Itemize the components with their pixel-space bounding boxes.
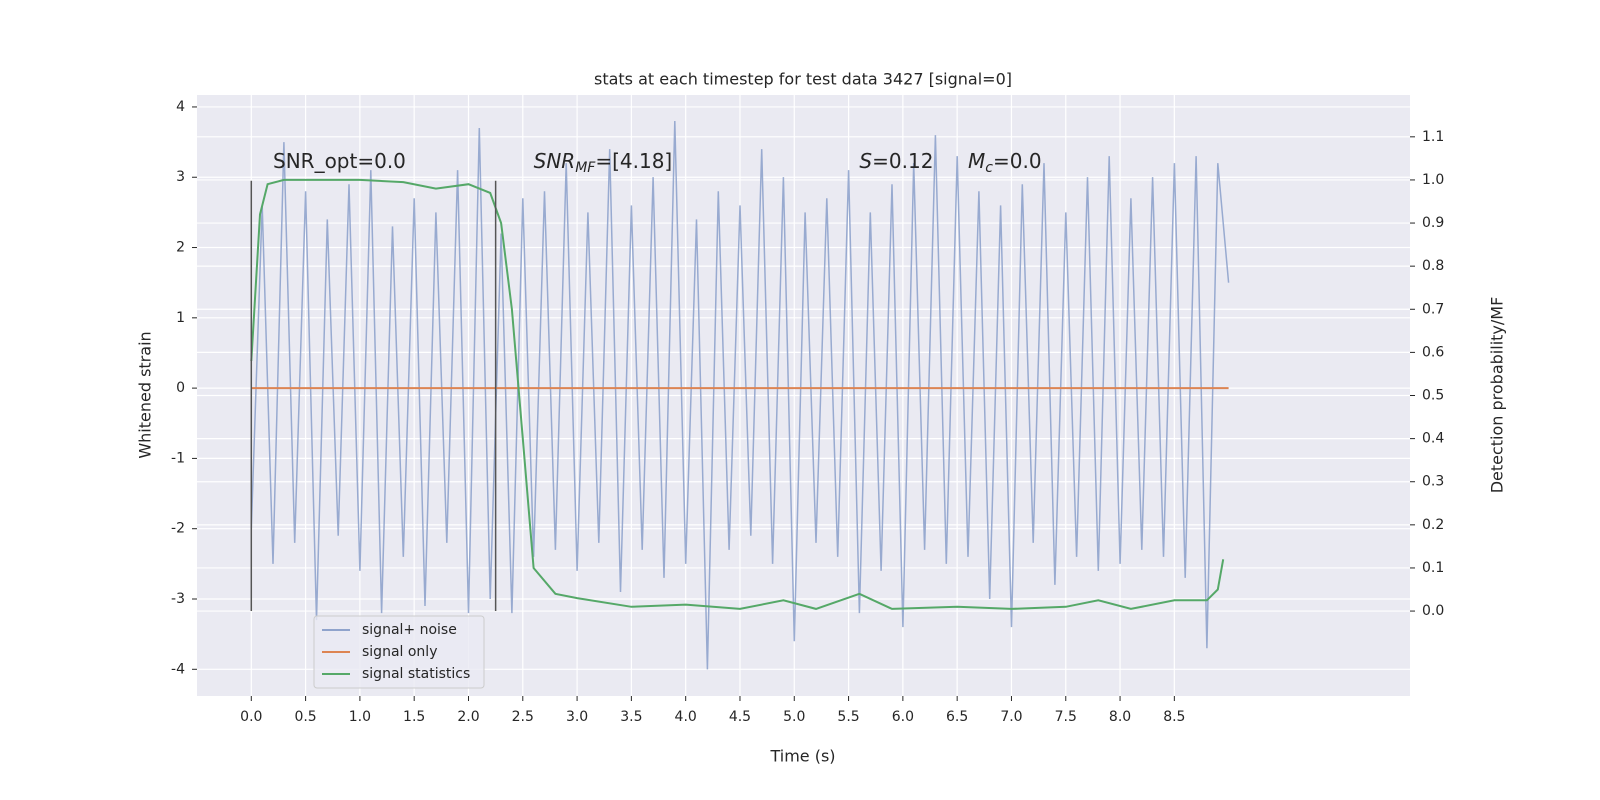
x-tick-label: 4.0 — [675, 709, 697, 725]
y2-tick-label: 0.7 — [1422, 301, 1444, 317]
y-tick-label: 4 — [176, 99, 185, 115]
y-tick-label: 3 — [176, 169, 185, 185]
x-tick-label: 1.0 — [349, 709, 371, 725]
x-tick-label: 6.5 — [946, 709, 968, 725]
annotation-sub: MF — [575, 160, 596, 176]
annotation: SNRMF=[4.18] — [534, 149, 673, 177]
y2-tick-label: 0.8 — [1422, 258, 1444, 274]
x-tick-label: 3.0 — [566, 709, 588, 725]
y2-tick-label: 0.1 — [1422, 560, 1444, 576]
y2-tick-label: 0.2 — [1422, 517, 1444, 533]
x-tick-label: 2.5 — [512, 709, 534, 725]
y2-tick-label: 0.3 — [1422, 474, 1444, 490]
y2-tick-label: 0.0 — [1422, 603, 1444, 619]
x-tick-label: 3.5 — [620, 709, 642, 725]
y-tick-label: 2 — [176, 240, 185, 256]
x-tick-label: 1.5 — [403, 709, 425, 725]
annotation-rest: =[4.18] — [595, 149, 672, 173]
x-tick-label: 0.0 — [240, 709, 262, 725]
x-tick-label: 0.5 — [294, 709, 316, 725]
x-tick-label: 8.5 — [1163, 709, 1185, 725]
annotation-main: SNR_opt=0.0 — [273, 149, 406, 173]
series-line — [250, 120, 1230, 670]
y2-tick-label: 0.9 — [1422, 215, 1444, 231]
annotation: S=0.12 — [859, 149, 933, 173]
y2-tick-label: 0.5 — [1422, 388, 1444, 404]
x-tick-label: 5.5 — [837, 709, 859, 725]
x-tick-label: 4.5 — [729, 709, 751, 725]
y2-tick-label: 0.6 — [1422, 344, 1444, 360]
y2-axis-label: Detection probability/MF — [1488, 297, 1507, 494]
x-tick-label: 5.0 — [783, 709, 805, 725]
x-tick-label: 7.5 — [1055, 709, 1077, 725]
legend-label: signal only — [362, 644, 437, 660]
legend-label: signal+ noise — [362, 622, 457, 638]
y-tick-label: -3 — [171, 591, 185, 607]
x-tick-label: 2.0 — [457, 709, 479, 725]
annotation-main: S — [859, 149, 872, 173]
y2-tick-label: 1.1 — [1422, 129, 1444, 145]
y-tick-label: -2 — [171, 521, 185, 537]
y-axis-label: Whitened strain — [136, 331, 155, 458]
annotation: Mc=0.0 — [968, 149, 1042, 177]
x-tick-label: 7.0 — [1000, 709, 1022, 725]
y-tick-label: -4 — [171, 661, 185, 677]
annotation-rest: =0.0 — [993, 149, 1042, 173]
legend-box — [313, 615, 485, 689]
annotation-main: SNR — [534, 149, 576, 173]
x-tick-label: 6.0 — [892, 709, 914, 725]
chart-title: stats at each timestep for test data 342… — [594, 70, 1012, 89]
annotation-sub: c — [985, 160, 993, 176]
y-tick-label: 1 — [176, 310, 185, 326]
legend-label: signal statistics — [362, 666, 470, 682]
annotation-rest: =0.12 — [872, 149, 933, 173]
series-line — [250, 178, 1225, 610]
x-tick-label: 8.0 — [1109, 709, 1131, 725]
y-tick-label: -1 — [171, 450, 185, 466]
annotation-main: M — [968, 149, 985, 173]
y2-tick-label: 0.4 — [1422, 431, 1444, 447]
x-axis-label: Time (s) — [769, 747, 835, 766]
y-tick-label: 0 — [176, 380, 185, 396]
annotation: SNR_opt=0.0 — [273, 149, 406, 173]
y2-tick-label: 1.0 — [1422, 172, 1444, 188]
